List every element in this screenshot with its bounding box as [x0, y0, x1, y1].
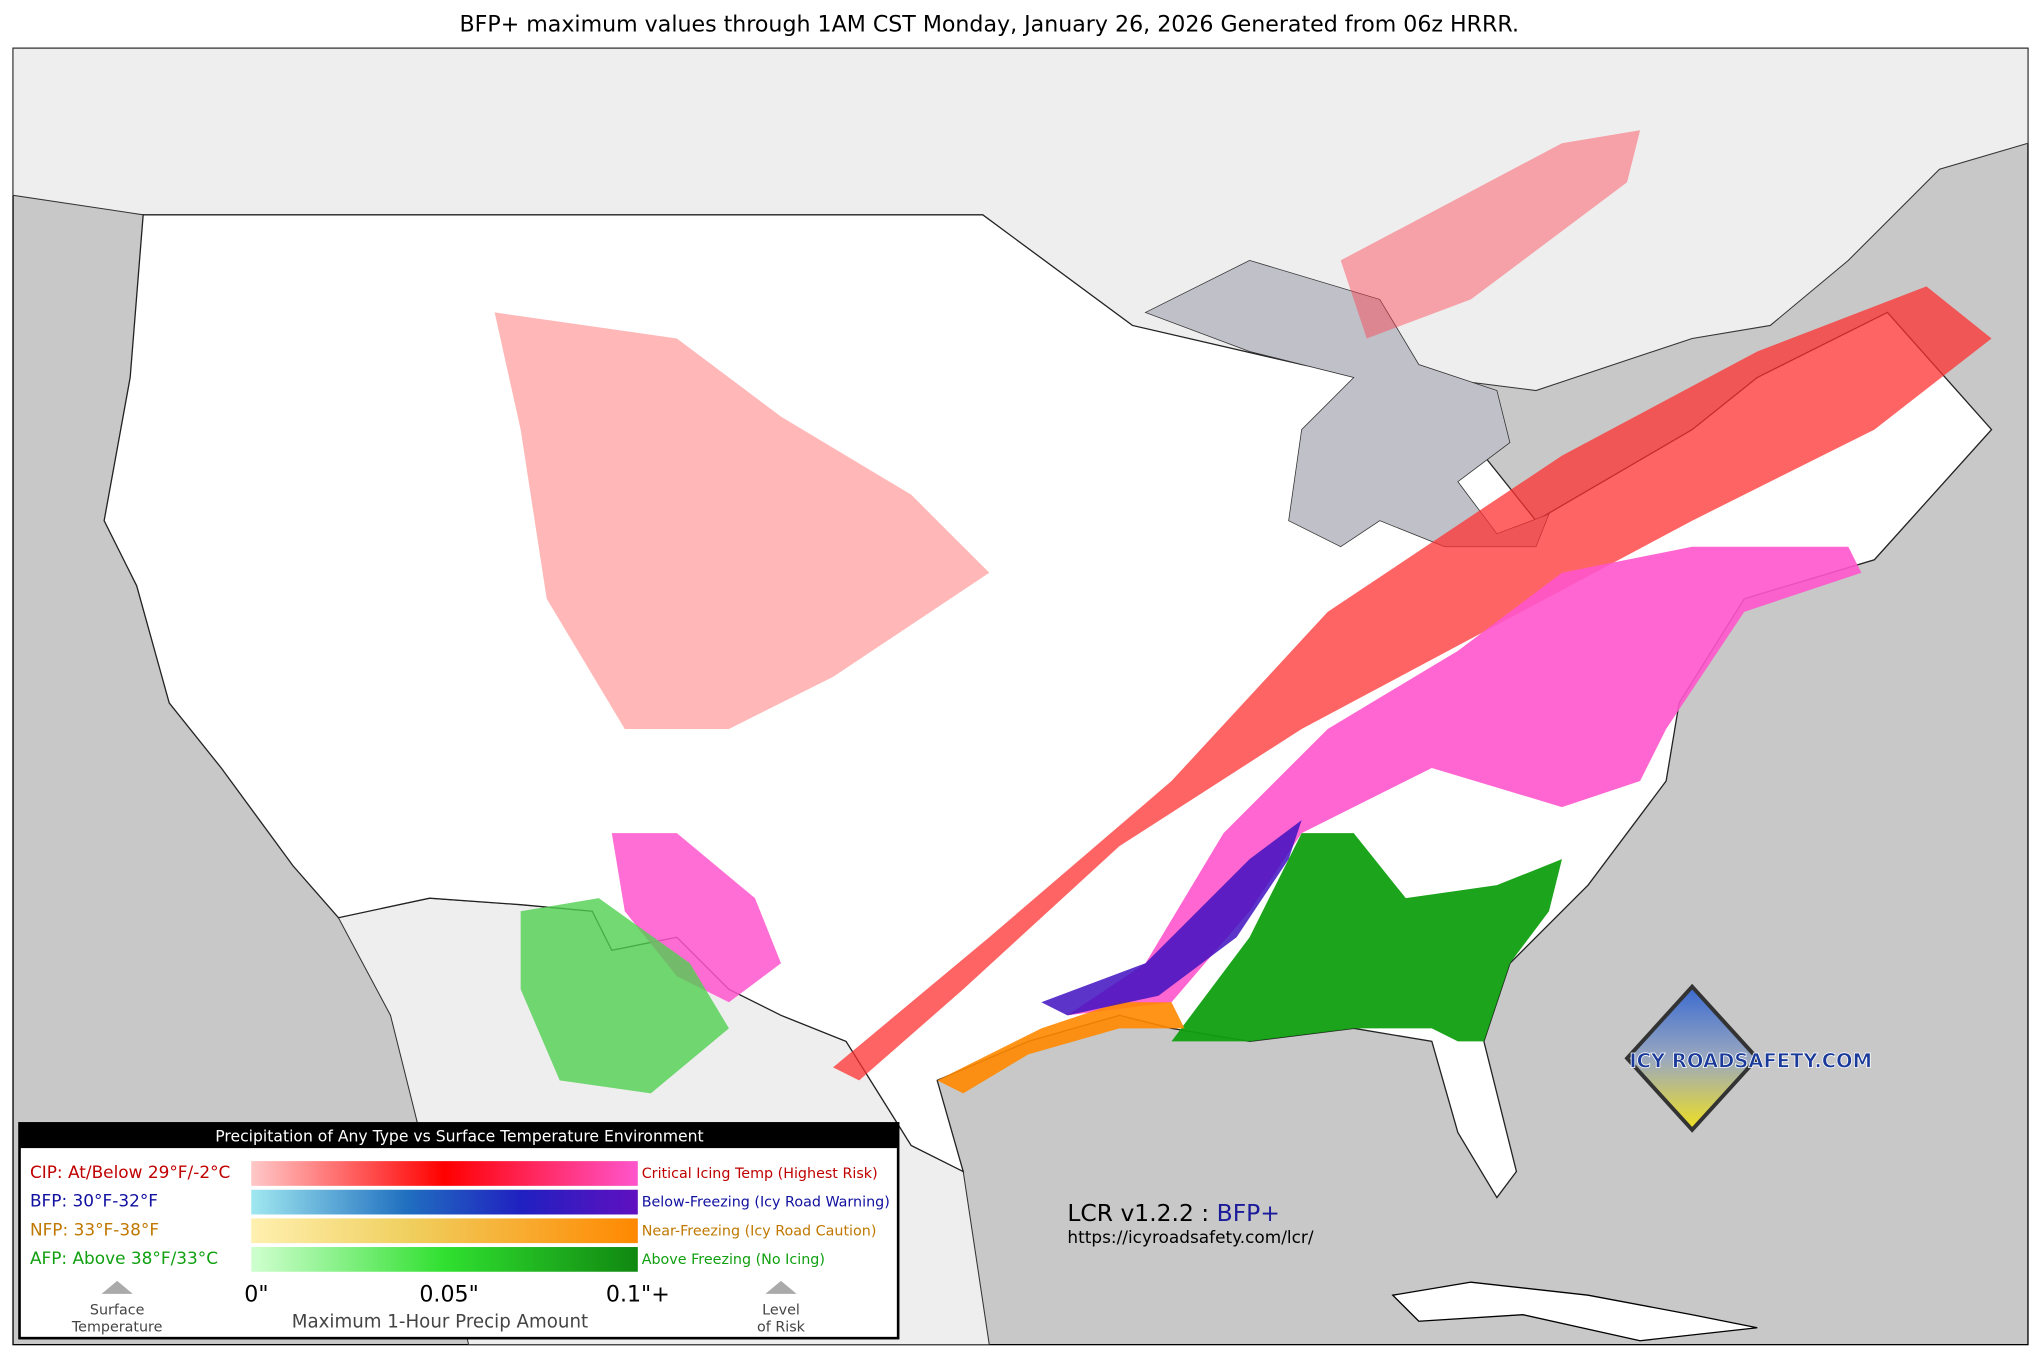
scale-label: 0.05"	[419, 1282, 478, 1308]
legend-bar	[251, 1189, 638, 1215]
version-text: LCR v1.2.2 :	[1067, 1199, 1209, 1227]
scale-label: 0.1"+	[606, 1282, 670, 1308]
legend-label: AFP: Above 38°F/33°C	[30, 1248, 218, 1268]
legend-label: NFP: 33°F-38°F	[30, 1219, 159, 1239]
right-label: Level	[762, 1303, 800, 1319]
logo-text: ICY ROADSAFETY.COM	[1629, 1049, 1872, 1072]
arrow	[765, 1280, 797, 1294]
legend-header	[19, 1123, 899, 1149]
legend-title: Precipitation of Any Type vs Surface Tem…	[215, 1128, 703, 1146]
legend-description: Critical Icing Temp (Highest Risk)	[642, 1166, 878, 1182]
nfp-orange	[937, 1002, 1185, 1094]
arrow	[101, 1280, 133, 1294]
map	[12, 47, 2029, 1346]
legend-description: Below-Freezing (Icy Road Warning)	[642, 1195, 890, 1211]
legend: Precipitation of Any Type vs Surface Tem…	[18, 1122, 900, 1340]
texas-pink	[611, 833, 781, 1003]
logo-diamond	[1624, 983, 1760, 1133]
legend-label: CIP: At/Below 29°F/-2°C	[30, 1162, 230, 1182]
legend-label: BFP: 30°F-32°F	[30, 1191, 158, 1211]
version: LCR v1.2.2 : BFP+	[1067, 1199, 1280, 1227]
legend-description: Near-Freezing (Icy Road Caution)	[642, 1223, 877, 1239]
legend-bar	[251, 1218, 638, 1244]
cip-plains	[494, 312, 990, 729]
cip-swath	[833, 286, 1992, 1081]
logo: ICY ROADSAFETY.COM	[1624, 983, 1872, 1133]
bfp-pink	[1067, 546, 1862, 1016]
url: https://icyroadsafety.com/lcr/	[1067, 1227, 1313, 1247]
legend-description: Above Freezing (No Icing)	[642, 1252, 825, 1268]
afp-green	[1171, 833, 1562, 1042]
left-label: Temperature	[71, 1320, 163, 1336]
title: BFP+ maximum values through 1AM CST Mond…	[459, 11, 1519, 37]
cip-northeast	[1340, 130, 1641, 339]
legend-bar	[251, 1247, 638, 1272]
scale-label: 0"	[244, 1282, 268, 1308]
cuba	[1391, 1281, 1758, 1342]
legend-bar	[251, 1161, 638, 1186]
product-name: BFP+	[1217, 1199, 1280, 1227]
left-label: Surface	[90, 1303, 145, 1319]
right-label: of Risk	[757, 1320, 806, 1336]
axis-label: Maximum 1-Hour Precip Amount	[292, 1312, 588, 1333]
canada	[12, 47, 2029, 392]
afp-texas	[520, 898, 729, 1094]
